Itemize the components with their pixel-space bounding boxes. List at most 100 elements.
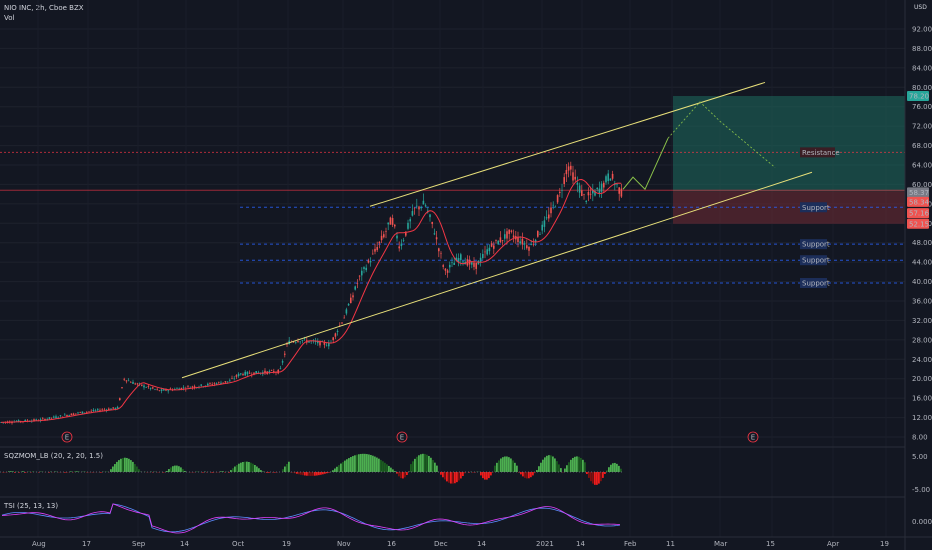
candle-body: [328, 342, 330, 347]
candle-body: [339, 325, 341, 326]
sqzmom-bar: [390, 467, 392, 472]
sqzmom-bar: [532, 472, 534, 476]
time-axis[interactable]: Aug 17 Sep 14 Oct 19 Nov 16 Dec 14 2021 14 Feb 11 Mar 1…: [0, 536, 932, 548]
sqzmom-bar: [224, 472, 226, 473]
candle-body: [376, 247, 378, 251]
sqzmom-bar: [508, 457, 510, 472]
sqzmom-bar: [342, 462, 344, 472]
price-badge-label: 57.16: [909, 210, 930, 218]
candle-body: [301, 340, 304, 342]
candle-body: [132, 381, 134, 384]
sqzmom-bar: [212, 472, 214, 473]
candle-body: [457, 258, 460, 263]
price-tick-label: 72.00: [912, 123, 932, 131]
sqzmom-bar: [410, 464, 412, 472]
candle-body: [350, 297, 352, 304]
candle-body: [26, 420, 29, 422]
sqzmom-bar: [178, 466, 180, 472]
sqzmom-bar: [286, 463, 288, 472]
sqzmom-bar: [538, 466, 540, 472]
sqzmom-bar: [588, 472, 590, 478]
candle-body: [541, 224, 543, 231]
candle-body: [512, 235, 515, 238]
candle-body: [378, 241, 381, 244]
candle-body: [92, 409, 95, 412]
sqzmom-bar: [300, 472, 302, 475]
sqzmom-bar: [158, 472, 160, 473]
sqzmom-bar: [372, 455, 374, 472]
candle-body: [61, 416, 64, 418]
candle-body: [354, 286, 356, 290]
candle-body: [501, 240, 504, 241]
price-axis[interactable]: 92.00 88.00 84.00 80.00 76.00 72.00 68.00 64.00…: [904, 0, 932, 550]
candle-body: [325, 345, 328, 347]
candle-body: [39, 419, 42, 421]
sqzmom-bar: [368, 454, 370, 472]
candle-body: [552, 204, 554, 206]
candle-body: [17, 420, 20, 423]
candle-body: [273, 371, 275, 373]
sqzmom-bar: [426, 454, 428, 472]
sqzmom-bar: [322, 472, 324, 475]
sqzmom-bar: [552, 456, 554, 472]
candle-body: [433, 233, 436, 235]
tsi-line: [1, 503, 621, 533]
candle-body: [389, 217, 392, 225]
sqzmom-bar: [358, 454, 360, 472]
candle-body: [394, 224, 396, 227]
time-tick-label: 15: [766, 540, 775, 548]
candle-body: [11, 422, 13, 424]
candle-body: [94, 410, 97, 411]
candle-body: [242, 374, 244, 376]
candle-body: [200, 384, 202, 386]
sqzmom-bar: [2, 472, 4, 473]
time-tick-label: 19: [282, 540, 291, 548]
candle-body: [70, 413, 73, 416]
trade-zones: [673, 96, 905, 224]
price-badge: [907, 91, 929, 102]
candle-body: [398, 246, 400, 249]
sqzmom-bar: [238, 463, 240, 472]
candle-body: [396, 235, 398, 239]
sqzmom-bar: [544, 457, 546, 472]
time-tick-label: 19: [880, 540, 889, 548]
sqzmom-bar: [498, 460, 500, 472]
price-tick-label: 60.00: [912, 181, 932, 189]
candle-body: [497, 240, 499, 245]
candle-body: [565, 170, 568, 175]
sqzmom-bar: [590, 472, 592, 482]
candle-body: [235, 375, 238, 377]
sqzmom-bar: [596, 472, 598, 485]
candle-body: [407, 222, 409, 229]
sqzmom-bar: [112, 466, 114, 472]
sqzmom-bar: [352, 456, 354, 472]
candle-body: [103, 409, 106, 411]
sqzmom-bar: [464, 472, 466, 474]
sqzmom-bar: [378, 458, 380, 472]
candle-body: [156, 389, 158, 390]
candle-body: [72, 413, 75, 415]
candle-body: [299, 341, 301, 343]
candle-body: [611, 173, 614, 179]
sqzmom-bar: [564, 468, 566, 472]
sqzmom-bar: [236, 464, 238, 472]
candle-body: [504, 234, 506, 239]
sqzmom-bar: [450, 472, 452, 484]
candle-body: [442, 265, 444, 267]
sqzmom-bar: [176, 465, 178, 472]
candle-body: [147, 386, 150, 388]
sqzmom-bar: [592, 472, 594, 484]
sqzmom-bar: [416, 456, 418, 472]
sqzmom-bar: [32, 471, 34, 472]
support-badge: [800, 278, 827, 289]
earnings-marker: [396, 431, 408, 443]
sqzmom-bar: [460, 472, 462, 479]
sqzmom-bar: [220, 471, 222, 472]
tsi-pane: [0, 496, 905, 534]
sqzmom-bar: [324, 472, 326, 474]
candle-body: [367, 260, 370, 263]
candle-body: [317, 340, 319, 344]
sqzmom-bar: [506, 456, 508, 472]
